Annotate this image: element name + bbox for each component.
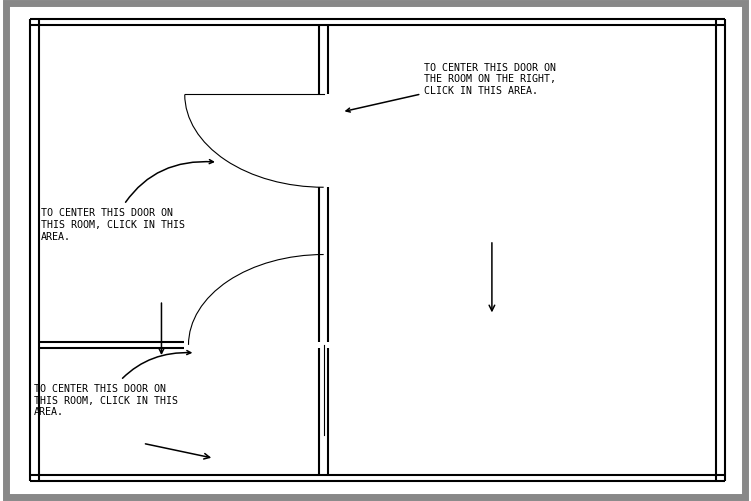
Bar xyxy=(319,348,328,475)
Text: TO CENTER THIS DOOR ON
THE ROOM ON THE RIGHT,
CLICK IN THIS AREA.: TO CENTER THIS DOOR ON THE ROOM ON THE R… xyxy=(346,63,556,113)
Bar xyxy=(30,20,39,481)
Bar xyxy=(716,20,725,481)
Bar xyxy=(39,342,184,348)
Bar xyxy=(30,475,725,481)
Bar xyxy=(30,20,725,26)
Bar xyxy=(319,188,328,342)
Text: TO CENTER THIS DOOR ON
THIS ROOM, CLICK IN THIS
AREA.: TO CENTER THIS DOOR ON THIS ROOM, CLICK … xyxy=(34,351,191,416)
Bar xyxy=(319,26,328,95)
Text: TO CENTER THIS DOOR ON
THIS ROOM, CLICK IN THIS
AREA.: TO CENTER THIS DOOR ON THIS ROOM, CLICK … xyxy=(41,160,213,241)
